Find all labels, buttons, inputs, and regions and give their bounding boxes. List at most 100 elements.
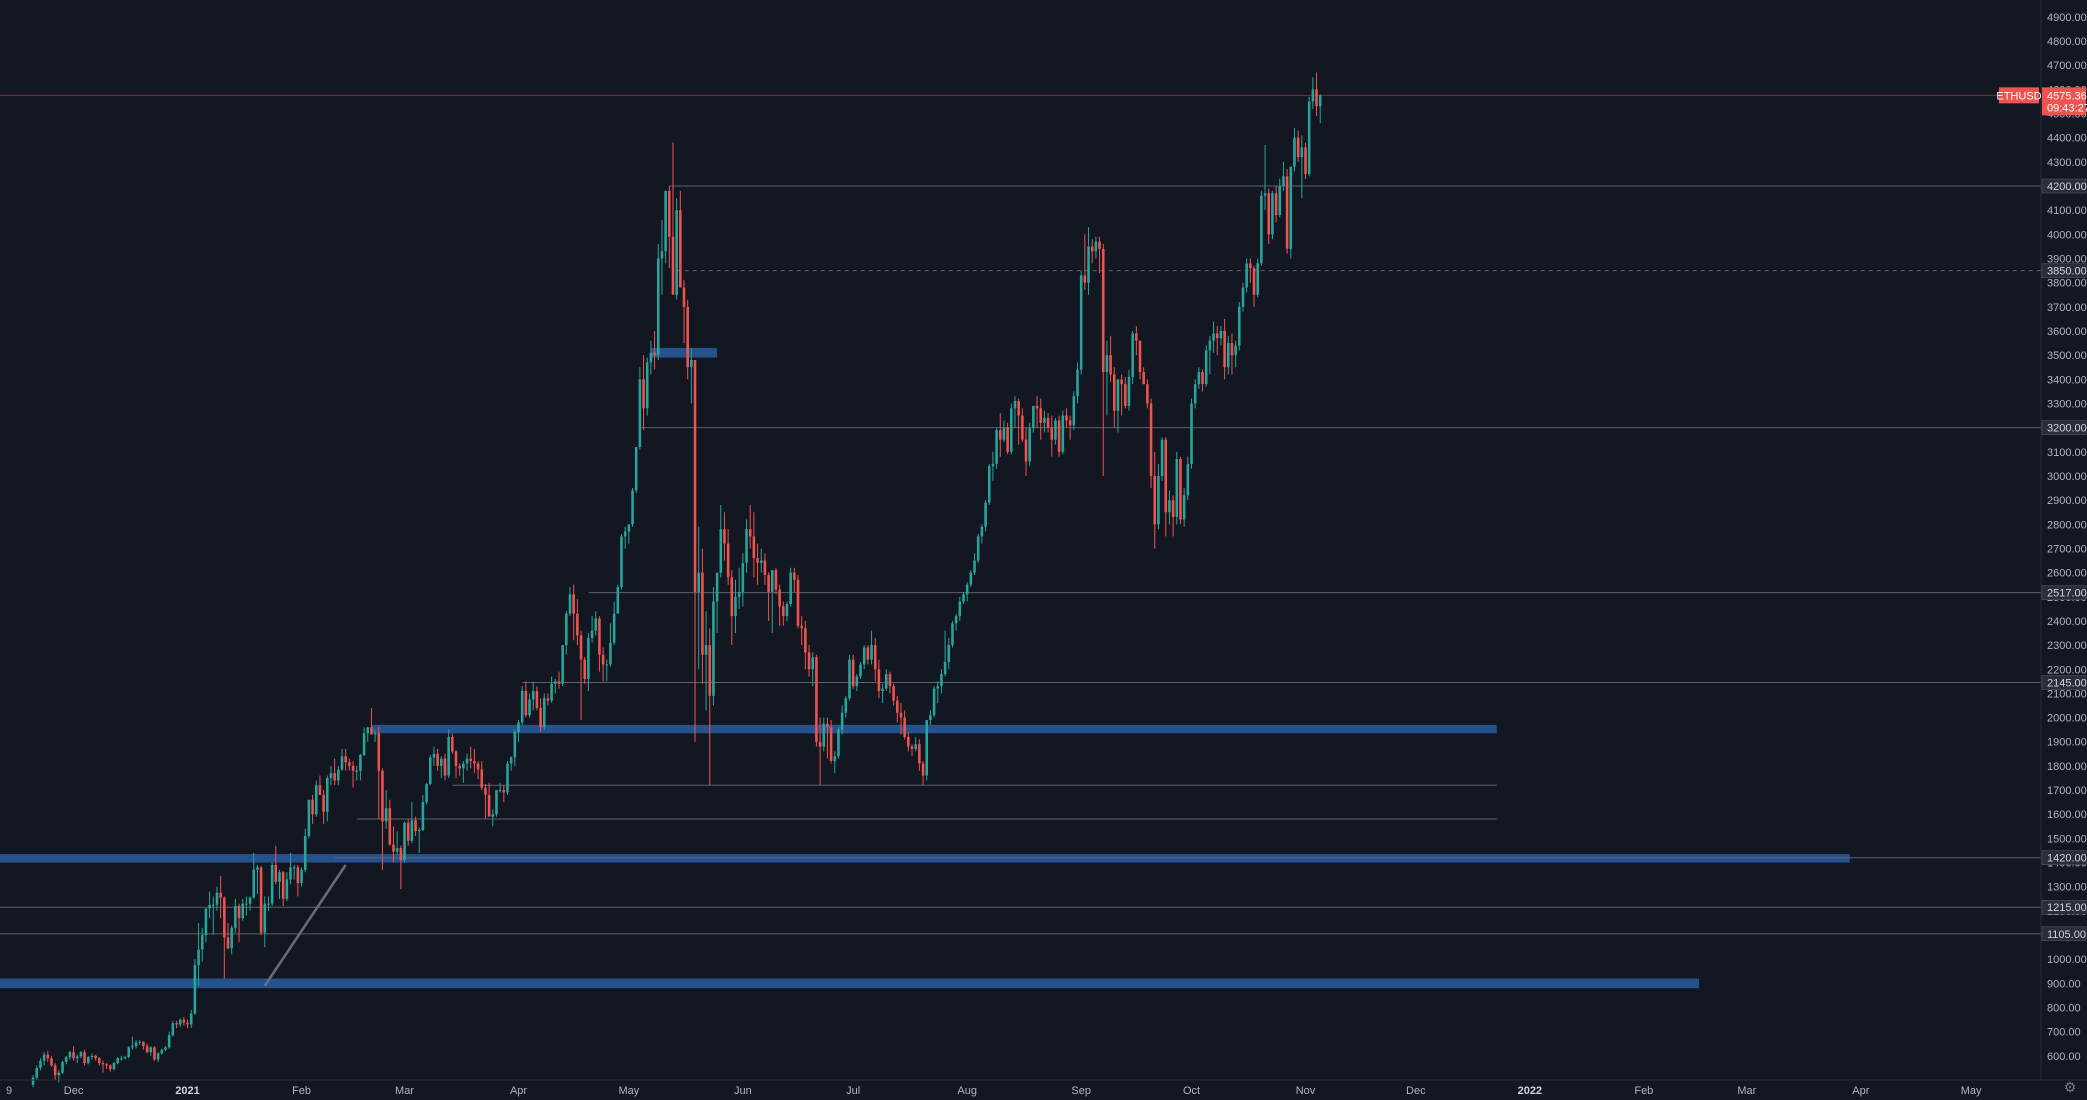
candle[interactable]: [50, 1055, 53, 1067]
candle[interactable]: [469, 746, 473, 769]
candle[interactable]: [362, 727, 366, 757]
candle[interactable]: [322, 790, 325, 824]
candle[interactable]: [278, 869, 281, 899]
candle[interactable]: [870, 630, 873, 665]
candle[interactable]: [855, 674, 859, 692]
candle[interactable]: [1315, 72, 1318, 116]
candle[interactable]: [936, 681, 940, 704]
candle[interactable]: [888, 671, 892, 694]
candle[interactable]: [690, 347, 693, 404]
candle[interactable]: [859, 662, 862, 679]
candle[interactable]: [432, 746, 436, 766]
candle[interactable]: [583, 657, 587, 684]
candle[interactable]: [598, 616, 601, 672]
candle[interactable]: [892, 683, 895, 706]
candle[interactable]: [392, 826, 395, 863]
candle[interactable]: [311, 794, 314, 824]
candle[interactable]: [1293, 128, 1296, 172]
candle[interactable]: [1010, 403, 1013, 455]
candle[interactable]: [947, 637, 951, 670]
candle[interactable]: [833, 751, 837, 774]
candle[interactable]: [638, 367, 642, 450]
candle[interactable]: [1050, 415, 1054, 457]
candle[interactable]: [399, 845, 403, 890]
candle[interactable]: [1278, 178, 1282, 218]
candle[interactable]: [226, 922, 230, 950]
candle[interactable]: [782, 601, 785, 626]
candle[interactable]: [414, 816, 417, 836]
candle[interactable]: [329, 765, 333, 786]
support-zone[interactable]: [0, 978, 1699, 989]
candle[interactable]: [164, 1046, 167, 1052]
candle[interactable]: [1127, 369, 1131, 411]
candle[interactable]: [1201, 369, 1204, 392]
candle[interactable]: [171, 1020, 175, 1037]
candle[interactable]: [1153, 451, 1157, 549]
candle[interactable]: [487, 782, 491, 817]
candle[interactable]: [1098, 236, 1101, 274]
candle[interactable]: [807, 645, 811, 677]
candle[interactable]: [462, 761, 465, 783]
candle[interactable]: [153, 1046, 156, 1061]
candle[interactable]: [473, 748, 476, 774]
candle[interactable]: [579, 630, 583, 720]
candle[interactable]: [822, 717, 826, 752]
candle[interactable]: [410, 802, 414, 844]
candle[interactable]: [355, 765, 359, 781]
candle[interactable]: [1124, 376, 1127, 409]
candle[interactable]: [248, 896, 252, 911]
candle[interactable]: [907, 732, 910, 752]
candle[interactable]: [763, 553, 767, 585]
candle[interactable]: [1311, 77, 1315, 109]
candle[interactable]: [903, 710, 906, 740]
candle[interactable]: [991, 451, 995, 481]
candle[interactable]: [881, 683, 884, 704]
candle[interactable]: [1175, 451, 1179, 525]
candle[interactable]: [193, 959, 197, 1015]
candle[interactable]: [965, 582, 969, 602]
candle[interactable]: [1046, 413, 1050, 433]
candle[interactable]: [826, 717, 829, 759]
candle[interactable]: [476, 761, 480, 780]
candle[interactable]: [270, 862, 274, 907]
candle[interactable]: [796, 575, 800, 629]
candle[interactable]: [234, 898, 237, 933]
candle[interactable]: [1307, 96, 1311, 177]
candle[interactable]: [726, 529, 730, 585]
candle[interactable]: [333, 758, 336, 786]
candle[interactable]: [509, 756, 513, 771]
candle[interactable]: [844, 695, 848, 718]
candle[interactable]: [539, 698, 542, 733]
candle[interactable]: [230, 925, 233, 955]
candle[interactable]: [804, 620, 807, 670]
candle[interactable]: [605, 659, 609, 682]
candle[interactable]: [256, 864, 259, 894]
candle[interactable]: [502, 785, 506, 803]
candle[interactable]: [1256, 258, 1259, 298]
candle[interactable]: [35, 1065, 39, 1080]
support-zone[interactable]: [650, 347, 718, 358]
candle[interactable]: [208, 891, 211, 919]
candle[interactable]: [1197, 367, 1201, 389]
candle[interactable]: [679, 190, 682, 288]
candle[interactable]: [873, 637, 877, 682]
candle[interactable]: [862, 645, 866, 670]
candle[interactable]: [344, 748, 347, 771]
candle[interactable]: [774, 567, 778, 595]
candle[interactable]: [1142, 367, 1145, 385]
candle[interactable]: [440, 756, 443, 778]
candle[interactable]: [112, 1061, 116, 1071]
candle[interactable]: [86, 1055, 90, 1065]
candle[interactable]: [145, 1043, 149, 1054]
candle[interactable]: [1017, 398, 1020, 445]
candle[interactable]: [1230, 333, 1234, 375]
candle[interactable]: [259, 866, 263, 936]
candle[interactable]: [1061, 410, 1065, 455]
candle[interactable]: [281, 871, 285, 907]
candle[interactable]: [770, 570, 774, 634]
candle[interactable]: [83, 1049, 86, 1066]
candle[interactable]: [701, 548, 704, 684]
candle[interactable]: [1083, 234, 1087, 290]
candle[interactable]: [616, 584, 620, 614]
candle[interactable]: [428, 755, 432, 786]
